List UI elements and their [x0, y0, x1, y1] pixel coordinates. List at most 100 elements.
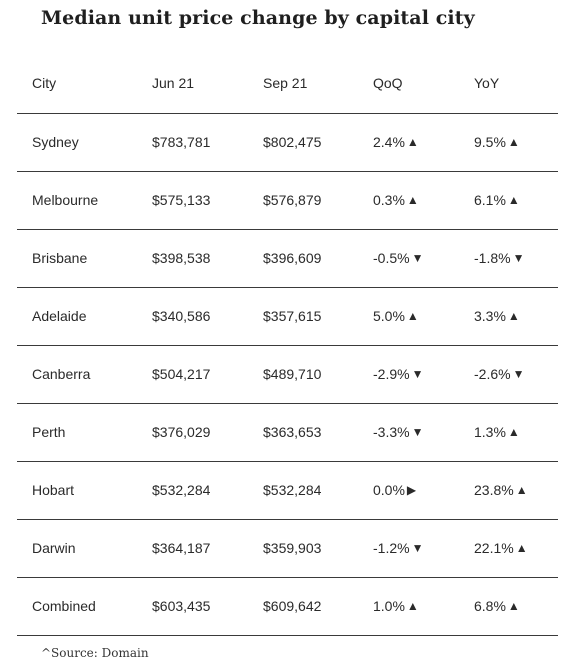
- cell-yoy: 6.1% ▲: [459, 171, 558, 230]
- table-row: Sydney $783,781 $802,475 2.4% ▲ 9.5% ▲: [17, 113, 558, 172]
- cell-sep-21: $357,615: [248, 287, 358, 346]
- cell-jun-21-value: $398,538: [152, 250, 211, 266]
- cell-city: Hobart: [17, 461, 137, 520]
- cell-sep-21-value: $609,642: [263, 598, 322, 614]
- cell-qoq-value: 0.3%: [373, 192, 405, 208]
- column-header-yoy: YoY: [459, 53, 558, 114]
- cell-qoq: -3.3% ▼: [358, 403, 459, 462]
- cell-sep-21-value: $396,609: [263, 250, 322, 266]
- cell-sep-21-value: $802,475: [263, 134, 322, 150]
- cell-yoy: 9.5% ▲: [459, 113, 558, 172]
- triangle-up-icon: ▲: [515, 541, 528, 555]
- cell-sep-21: $576,879: [248, 171, 358, 230]
- table-row: Darwin $364,187 $359,903 -1.2% ▼ 22.1% ▲: [17, 519, 558, 578]
- cell-qoq: -0.5% ▼: [358, 229, 459, 288]
- triangle-up-icon: ▲: [507, 425, 520, 439]
- triangle-up-icon: ▲: [406, 599, 419, 613]
- cell-qoq: 0.0% ▶: [358, 461, 459, 520]
- cell-jun-21: $398,538: [137, 229, 248, 288]
- cell-qoq: -2.9% ▼: [358, 345, 459, 404]
- cell-sep-21: $489,710: [248, 345, 358, 404]
- cell-sep-21-value: $357,615: [263, 308, 322, 324]
- cell-city-value: Combined: [32, 598, 96, 614]
- cell-qoq-value: 0.0%: [373, 482, 405, 498]
- cell-jun-21: $340,586: [137, 287, 248, 346]
- table-header-row: City Jun 21 Sep 21 QoQ YoY: [17, 53, 558, 114]
- cell-jun-21-value: $783,781: [152, 134, 211, 150]
- cell-jun-21-value: $575,133: [152, 192, 211, 208]
- cell-yoy: 1.3% ▲: [459, 403, 558, 462]
- cell-sep-21-value: $363,653: [263, 424, 322, 440]
- cell-city-value: Brisbane: [32, 250, 88, 266]
- cell-city: Darwin: [17, 519, 137, 578]
- cell-sep-21: $363,653: [248, 403, 358, 462]
- cell-qoq-value: 5.0%: [373, 308, 405, 324]
- cell-qoq: 0.3% ▲: [358, 171, 459, 230]
- table-body: Sydney $783,781 $802,475 2.4% ▲ 9.5% ▲ Melbourn…: [17, 113, 558, 636]
- cell-jun-21-value: $364,187: [152, 540, 211, 556]
- cell-city: Canberra: [17, 345, 137, 404]
- cell-sep-21: $802,475: [248, 113, 358, 172]
- cell-jun-21: $603,435: [137, 577, 248, 636]
- table-row: Brisbane $398,538 $396,609 -0.5% ▼ -1.8% ▼: [17, 229, 558, 288]
- cell-qoq-value: -3.3%: [373, 424, 410, 440]
- triangle-down-icon: ▼: [512, 251, 525, 265]
- cell-sep-21-value: $576,879: [263, 192, 322, 208]
- cell-qoq: -1.2% ▼: [358, 519, 459, 578]
- cell-sep-21: $609,642: [248, 577, 358, 636]
- cell-city: Perth: [17, 403, 137, 462]
- table-row: Combined $603,435 $609,642 1.0% ▲ 6.8% ▲: [17, 577, 558, 636]
- triangle-down-icon: ▼: [411, 251, 424, 265]
- triangle-right-icon: ▶: [406, 483, 417, 497]
- cell-yoy-value: 9.5%: [474, 134, 506, 150]
- cell-jun-21: $532,284: [137, 461, 248, 520]
- cell-yoy-value: 3.3%: [474, 308, 506, 324]
- cell-jun-21: $364,187: [137, 519, 248, 578]
- cell-qoq-value: 1.0%: [373, 598, 405, 614]
- cell-yoy: 3.3% ▲: [459, 287, 558, 346]
- cell-city: Adelaide: [17, 287, 137, 346]
- column-header-sep-21: Sep 21: [248, 53, 358, 114]
- cell-qoq-value: 2.4%: [373, 134, 405, 150]
- cell-jun-21-value: $504,217: [152, 366, 211, 382]
- cell-yoy: -2.6% ▼: [459, 345, 558, 404]
- cell-city: Melbourne: [17, 171, 137, 230]
- table-row: Adelaide $340,586 $357,615 5.0% ▲ 3.3% ▲: [17, 287, 558, 346]
- cell-yoy-value: 6.1%: [474, 192, 506, 208]
- cell-sep-21-value: $532,284: [263, 482, 322, 498]
- cell-yoy-value: 6.8%: [474, 598, 506, 614]
- cell-jun-21: $783,781: [137, 113, 248, 172]
- cell-city-value: Canberra: [32, 366, 91, 382]
- cell-city-value: Perth: [32, 424, 66, 440]
- cell-city-value: Adelaide: [32, 308, 87, 324]
- cell-qoq: 5.0% ▲: [358, 287, 459, 346]
- cell-qoq-value: -0.5%: [373, 250, 410, 266]
- triangle-down-icon: ▼: [512, 367, 525, 381]
- triangle-down-icon: ▼: [411, 425, 424, 439]
- cell-city: Sydney: [17, 113, 137, 172]
- table-row: Melbourne $575,133 $576,879 0.3% ▲ 6.1% ▲: [17, 171, 558, 230]
- cell-qoq: 2.4% ▲: [358, 113, 459, 172]
- triangle-up-icon: ▲: [507, 135, 520, 149]
- cell-city-value: Sydney: [32, 134, 79, 150]
- cell-qoq-value: -2.9%: [373, 366, 410, 382]
- cell-yoy-value: 1.3%: [474, 424, 506, 440]
- cell-sep-21-value: $359,903: [263, 540, 322, 556]
- cell-jun-21-value: $603,435: [152, 598, 211, 614]
- cell-sep-21: $359,903: [248, 519, 358, 578]
- table-row: Hobart $532,284 $532,284 0.0% ▶ 23.8% ▲: [17, 461, 558, 520]
- cell-yoy-value: -1.8%: [474, 250, 511, 266]
- cell-yoy: 6.8% ▲: [459, 577, 558, 636]
- cell-yoy: -1.8% ▼: [459, 229, 558, 288]
- table-row: Perth $376,029 $363,653 -3.3% ▼ 1.3% ▲: [17, 403, 558, 462]
- cell-yoy-value: 23.8%: [474, 482, 514, 498]
- price-table: City Jun 21 Sep 21 QoQ YoY Sydney $783,78…: [17, 53, 558, 636]
- cell-city-value: Darwin: [32, 540, 76, 556]
- triangle-down-icon: ▼: [411, 541, 424, 555]
- cell-city: Brisbane: [17, 229, 137, 288]
- cell-yoy: 22.1% ▲: [459, 519, 558, 578]
- cell-jun-21-value: $340,586: [152, 308, 211, 324]
- triangle-up-icon: ▲: [507, 193, 520, 207]
- triangle-up-icon: ▲: [406, 135, 419, 149]
- table-row: Canberra $504,217 $489,710 -2.9% ▼ -2.6% ▼: [17, 345, 558, 404]
